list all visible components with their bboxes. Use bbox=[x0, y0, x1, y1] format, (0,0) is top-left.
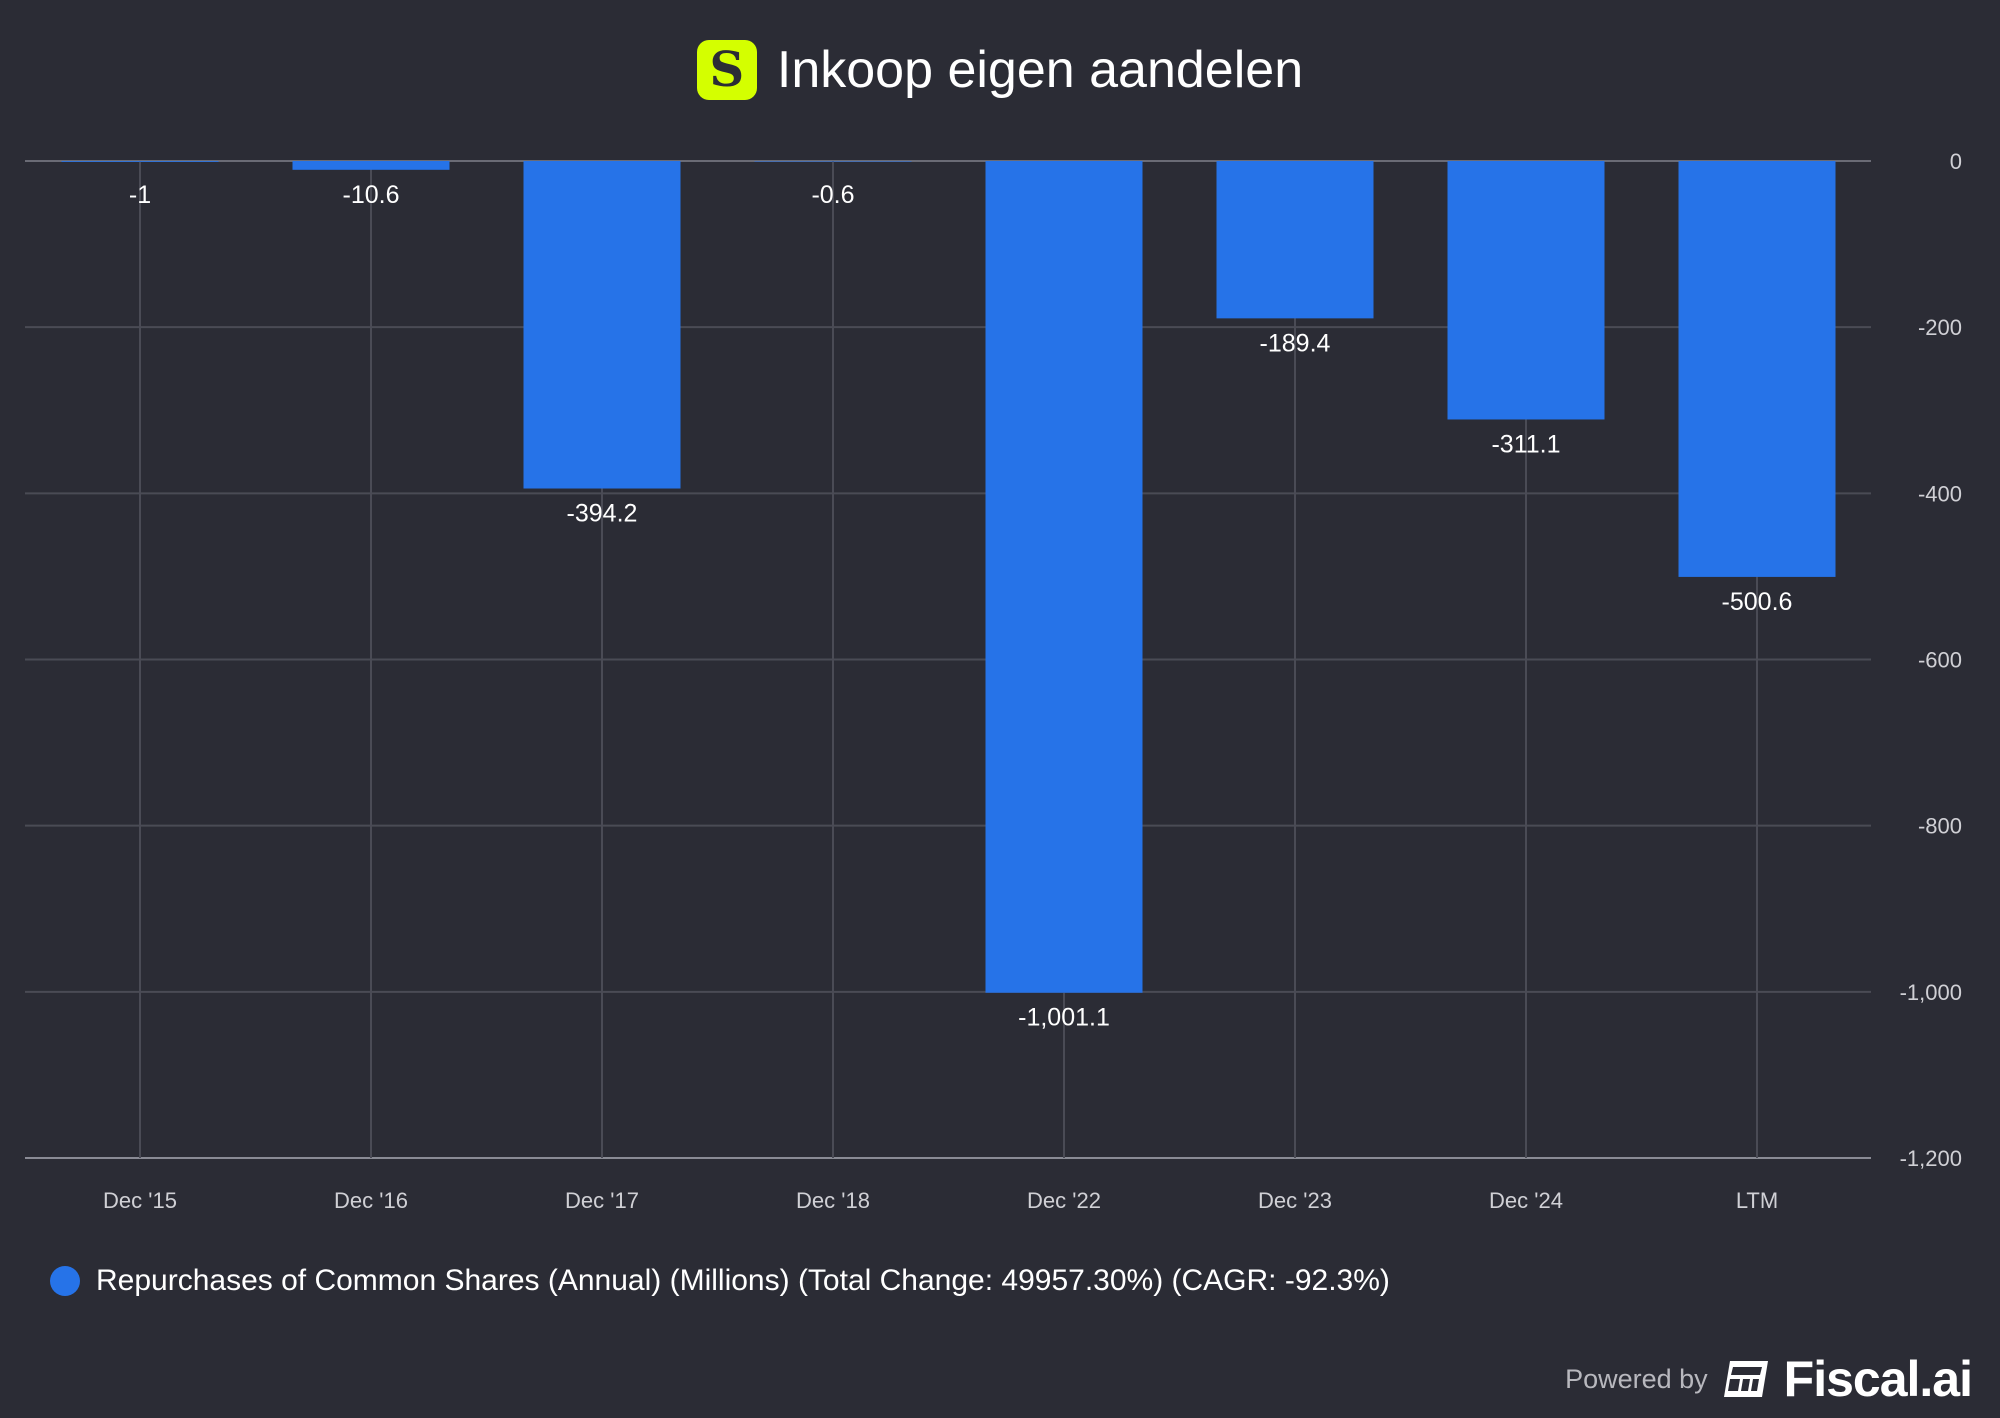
x-tick-label: Dec '17 bbox=[565, 1188, 639, 1213]
x-tick-label: Dec '18 bbox=[796, 1188, 870, 1213]
brand-name: Fiscal.ai bbox=[1783, 1351, 1973, 1407]
bar bbox=[1447, 161, 1605, 420]
y-tick-label: -600 bbox=[1918, 648, 1962, 673]
data-label: -0.6 bbox=[811, 181, 854, 209]
x-tick-label: Dec '16 bbox=[334, 1188, 408, 1213]
legend[interactable]: Repurchases of Common Shares (Annual) (M… bbox=[50, 1264, 1390, 1298]
bar bbox=[985, 161, 1143, 993]
y-tick-label: 0 bbox=[1950, 149, 1962, 174]
data-label: -394.2 bbox=[567, 500, 638, 528]
bar bbox=[61, 161, 219, 162]
data-label: -1 bbox=[129, 181, 151, 209]
legend-label: Repurchases of Common Shares (Annual) (M… bbox=[96, 1264, 1390, 1297]
y-tick-label: -1,000 bbox=[1900, 980, 1962, 1005]
bar bbox=[292, 161, 450, 170]
x-tick-label: Dec '15 bbox=[103, 1188, 177, 1213]
bar bbox=[523, 161, 681, 489]
x-tick-label: Dec '22 bbox=[1027, 1188, 1101, 1213]
chart-title: S Inkoop eigen aandelen bbox=[0, 40, 2000, 100]
legend-dot-icon bbox=[50, 1266, 80, 1296]
powered-by-text: Powered by bbox=[1565, 1363, 1708, 1394]
bar bbox=[1216, 161, 1374, 319]
x-tick-label: Dec '23 bbox=[1258, 1188, 1332, 1213]
y-tick-label: -1,200 bbox=[1900, 1146, 1962, 1171]
data-label: -10.6 bbox=[343, 181, 400, 209]
y-tick-label: -200 bbox=[1918, 315, 1962, 340]
logo-icon: S bbox=[696, 40, 757, 100]
chart-title-text: Inkoop eigen aandelen bbox=[776, 41, 1304, 99]
data-label: -1,001.1 bbox=[1018, 1004, 1110, 1032]
data-label: -311.1 bbox=[1491, 430, 1560, 458]
x-tick-label: LTM bbox=[1736, 1188, 1778, 1213]
fiscal-logo-icon bbox=[1723, 1361, 1768, 1397]
footer-branding: Powered by Fiscal.ai bbox=[1565, 1350, 1973, 1408]
data-label: -500.6 bbox=[1722, 588, 1793, 616]
y-tick-label: -400 bbox=[1918, 481, 1962, 506]
bar bbox=[1678, 161, 1836, 577]
data-label: -189.4 bbox=[1260, 329, 1331, 357]
x-tick-label: Dec '24 bbox=[1489, 1188, 1563, 1213]
y-tick-label: -800 bbox=[1918, 814, 1962, 839]
